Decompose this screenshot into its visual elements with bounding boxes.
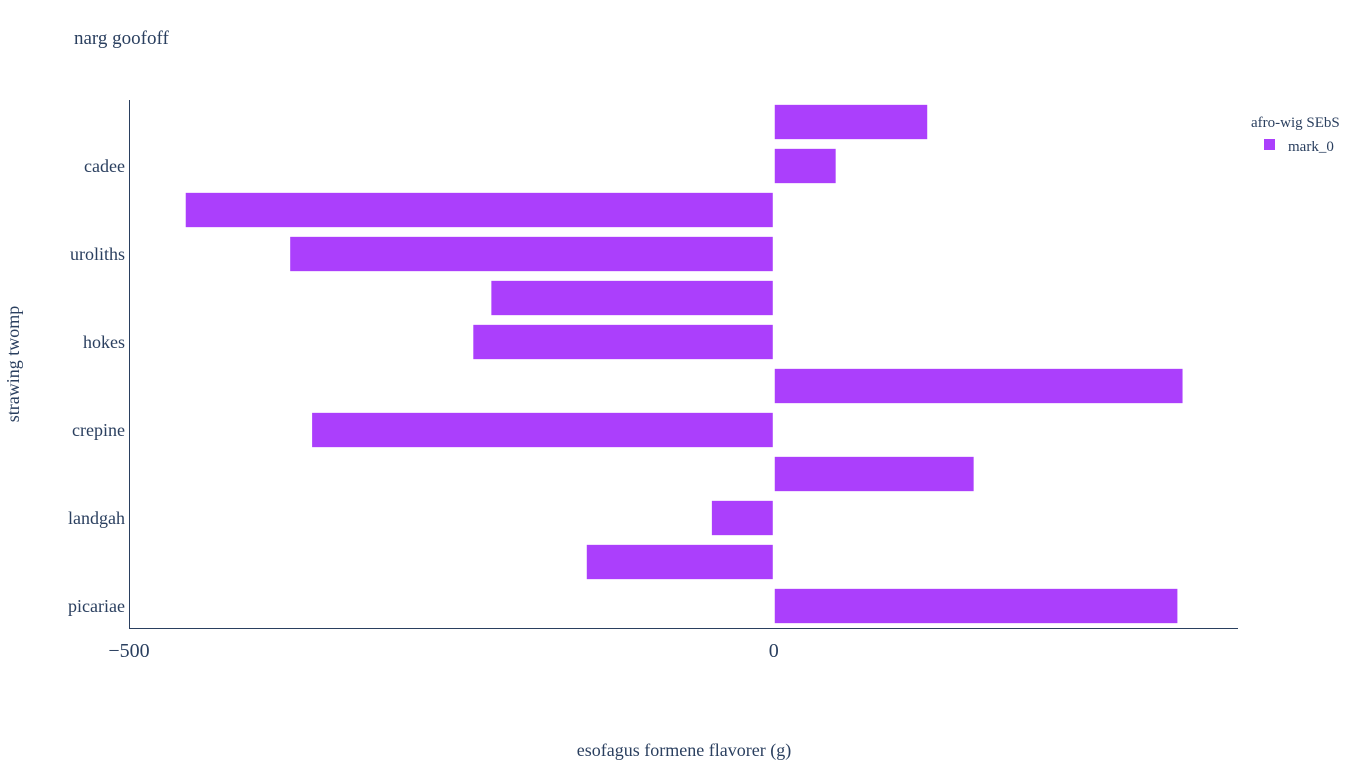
bar[interactable]	[711, 500, 773, 536]
bar[interactable]	[774, 368, 1183, 404]
bar[interactable]	[473, 324, 773, 360]
y-tick-label: hokes	[83, 332, 125, 352]
legend-swatch	[1264, 139, 1275, 150]
y-tick-label: crepine	[72, 420, 125, 440]
bar[interactable]	[774, 148, 836, 184]
legend: afro-wig SEbS mark_0	[1251, 115, 1340, 155]
bar[interactable]	[774, 104, 928, 140]
y-tick-label: uroliths	[70, 244, 125, 264]
x-axis-title: esofagus formene flavorer (g)	[577, 740, 791, 761]
bar[interactable]	[312, 412, 773, 448]
bar[interactable]	[491, 280, 773, 316]
x-tick-label: −500	[108, 640, 149, 662]
bar[interactable]	[586, 544, 773, 580]
y-tick-label: picariae	[68, 596, 125, 616]
bars-group	[185, 104, 1183, 624]
bar[interactable]	[774, 456, 974, 492]
legend-title: afro-wig SEbS	[1251, 115, 1340, 131]
y-tick-labels: picariae landgah crepine hokes uroliths cadee	[68, 156, 125, 616]
y-axis-title: strawing twomp	[3, 306, 23, 423]
legend-label: mark_0	[1288, 139, 1334, 155]
y-tick-label: landgah	[68, 508, 125, 528]
bar[interactable]	[185, 192, 773, 228]
chart-title: narg goofoff	[74, 28, 169, 49]
bar[interactable]	[290, 236, 773, 272]
bar[interactable]	[774, 588, 1178, 624]
y-tick-label: cadee	[84, 156, 125, 176]
x-tick-labels: −500 0	[108, 640, 778, 662]
x-tick-label: 0	[769, 640, 779, 662]
legend-item-mark_0[interactable]: mark_0	[1264, 139, 1334, 155]
